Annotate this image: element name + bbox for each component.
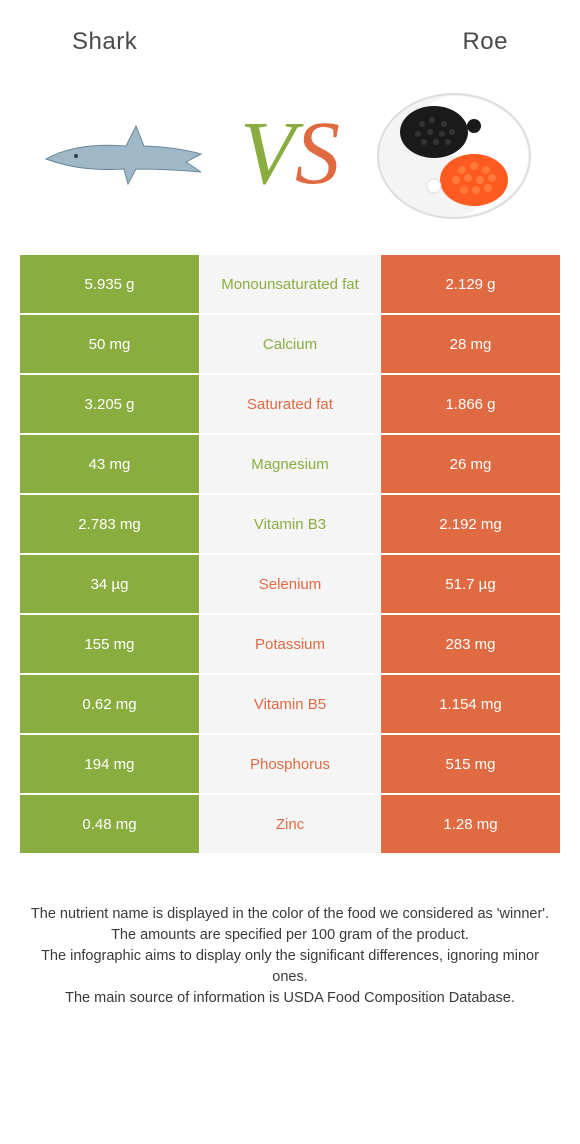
value-left: 5.935 g bbox=[20, 254, 200, 314]
hero-row: VS bbox=[0, 66, 580, 254]
value-right: 2.192 mg bbox=[380, 494, 560, 554]
table-row: 3.205 gSaturated fat1.866 g bbox=[20, 374, 560, 434]
shark-image bbox=[36, 84, 216, 224]
value-left: 50 mg bbox=[20, 314, 200, 374]
nutrient-label: Calcium bbox=[200, 314, 380, 374]
table-row: 43 mgMagnesium26 mg bbox=[20, 434, 560, 494]
vs-s: S bbox=[295, 104, 340, 203]
nutrient-label: Zinc bbox=[200, 794, 380, 854]
nutrient-label: Phosphorus bbox=[200, 734, 380, 794]
nutrient-label: Selenium bbox=[200, 554, 380, 614]
footer-line: The main source of information is USDA F… bbox=[30, 988, 550, 1009]
table-row: 0.62 mgVitamin B51.154 mg bbox=[20, 674, 560, 734]
footer-line: The amounts are specified per 100 gram o… bbox=[30, 925, 550, 946]
table-row: 50 mgCalcium28 mg bbox=[20, 314, 560, 374]
value-left: 0.48 mg bbox=[20, 794, 200, 854]
table-row: 155 mgPotassium283 mg bbox=[20, 614, 560, 674]
table-row: 0.48 mgZinc1.28 mg bbox=[20, 794, 560, 854]
value-right: 28 mg bbox=[380, 314, 560, 374]
value-left: 3.205 g bbox=[20, 374, 200, 434]
value-left: 34 µg bbox=[20, 554, 200, 614]
value-left: 43 mg bbox=[20, 434, 200, 494]
nutrient-label: Vitamin B5 bbox=[200, 674, 380, 734]
roe-image bbox=[364, 84, 544, 224]
footer-notes: The nutrient name is displayed in the co… bbox=[0, 854, 580, 1009]
value-right: 26 mg bbox=[380, 434, 560, 494]
value-left: 2.783 mg bbox=[20, 494, 200, 554]
title-left: Shark bbox=[72, 28, 137, 56]
nutrient-label: Vitamin B3 bbox=[200, 494, 380, 554]
value-right: 1.154 mg bbox=[380, 674, 560, 734]
nutrient-label: Potassium bbox=[200, 614, 380, 674]
value-right: 51.7 µg bbox=[380, 554, 560, 614]
value-right: 1.866 g bbox=[380, 374, 560, 434]
value-left: 155 mg bbox=[20, 614, 200, 674]
nutrient-label: Saturated fat bbox=[200, 374, 380, 434]
vs-v: V bbox=[240, 104, 295, 203]
value-right: 283 mg bbox=[380, 614, 560, 674]
table-row: 194 mgPhosphorus515 mg bbox=[20, 734, 560, 794]
vs-label: VS bbox=[240, 109, 340, 199]
table-row: 2.783 mgVitamin B32.192 mg bbox=[20, 494, 560, 554]
value-right: 515 mg bbox=[380, 734, 560, 794]
nutrient-table: 5.935 gMonounsaturated fat2.129 g50 mgCa… bbox=[20, 254, 560, 854]
nutrient-label: Magnesium bbox=[200, 434, 380, 494]
value-left: 194 mg bbox=[20, 734, 200, 794]
value-right: 1.28 mg bbox=[380, 794, 560, 854]
table-row: 34 µgSelenium51.7 µg bbox=[20, 554, 560, 614]
value-left: 0.62 mg bbox=[20, 674, 200, 734]
footer-line: The infographic aims to display only the… bbox=[30, 946, 550, 988]
header: Shark Roe bbox=[0, 0, 580, 66]
footer-line: The nutrient name is displayed in the co… bbox=[30, 904, 550, 925]
title-right: Roe bbox=[462, 28, 508, 56]
table-row: 5.935 gMonounsaturated fat2.129 g bbox=[20, 254, 560, 314]
nutrient-label: Monounsaturated fat bbox=[200, 254, 380, 314]
value-right: 2.129 g bbox=[380, 254, 560, 314]
